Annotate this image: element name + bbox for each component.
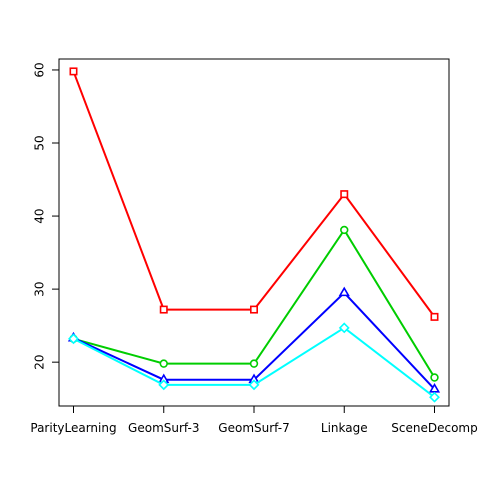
x-tick-label: SceneDecomp	[391, 421, 477, 435]
data-point	[429, 391, 440, 403]
y-axis: 20 30 40 50 60	[33, 62, 60, 370]
y-tick-label: 40	[33, 208, 47, 223]
data-point	[340, 225, 349, 235]
series-square	[69, 67, 439, 321]
series-diamond	[68, 322, 440, 403]
series-line	[72, 71, 436, 318]
data-point	[430, 312, 439, 321]
data-point	[338, 322, 350, 334]
data-point	[340, 190, 349, 199]
data-point	[428, 383, 441, 393]
x-tick-label: GeomSurf-3	[128, 421, 199, 435]
data-point	[68, 333, 79, 345]
data-point	[159, 359, 168, 368]
series-layer	[67, 67, 441, 403]
series-triangle	[67, 286, 441, 393]
x-tick-label: GeomSurf-7	[218, 421, 289, 435]
x-tick-label: ParityLearning	[30, 421, 116, 435]
y-tick-label: 20	[33, 355, 47, 370]
data-point	[250, 305, 259, 314]
data-point	[248, 379, 260, 391]
data-point	[158, 379, 170, 391]
x-axis: ParityLearning GeomSurf-3 GeomSurf-7 Linkag…	[30, 405, 478, 435]
plot-frame	[58, 58, 450, 407]
y-tick-label: 50	[33, 135, 47, 150]
y-tick-label: 30	[33, 281, 47, 296]
y-tick-label: 60	[33, 62, 47, 77]
data-point	[159, 305, 168, 314]
data-point	[69, 67, 78, 76]
data-point	[430, 373, 439, 382]
x-tick-label: Linkage	[321, 421, 368, 435]
data-point	[249, 359, 259, 368]
data-point	[338, 286, 350, 297]
